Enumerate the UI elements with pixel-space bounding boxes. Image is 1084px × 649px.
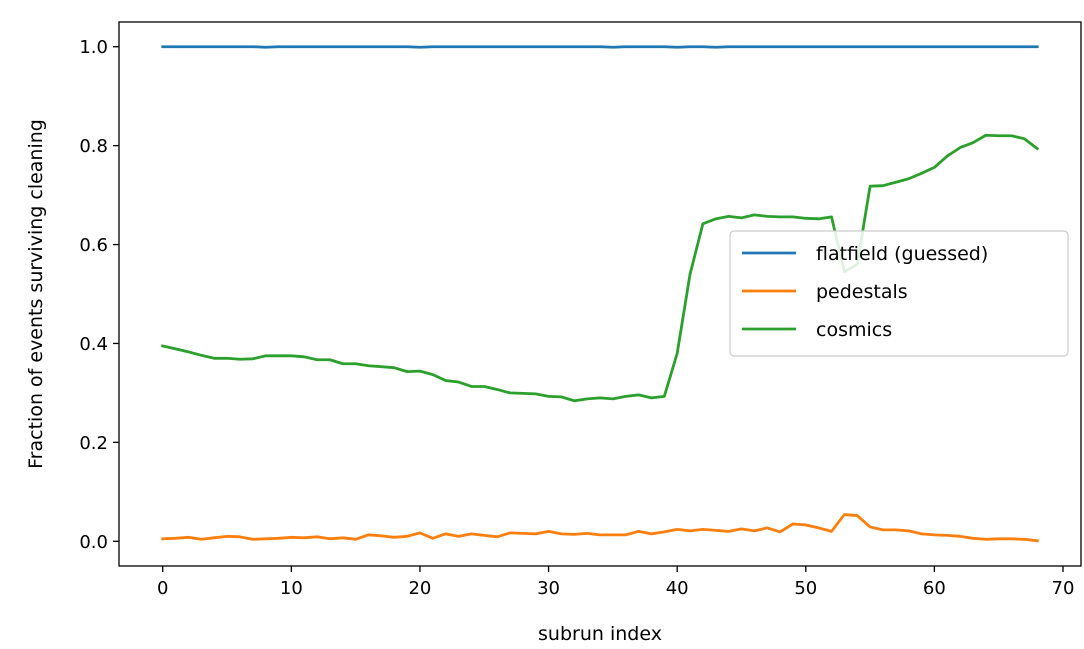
series-line-1 — [161, 513, 1039, 543]
x-tick-label: 0 — [157, 578, 168, 599]
y-tick-label: 0.8 — [79, 136, 108, 157]
x-tick-label: 30 — [537, 578, 560, 599]
y-tick-label: 0.0 — [79, 532, 108, 553]
x-tick-label: 20 — [408, 578, 431, 599]
x-tick-label: 60 — [923, 578, 946, 599]
x-axis-title: subrun index — [538, 623, 662, 645]
x-tick-label: 50 — [794, 578, 817, 599]
series-line-2 — [161, 133, 1040, 403]
y-tick-label: 1.0 — [79, 37, 108, 58]
legend-label: pedestals — [816, 281, 908, 303]
legend-label: cosmics — [816, 319, 892, 341]
x-tick-label: 70 — [1052, 578, 1075, 599]
legend-box — [729, 230, 1069, 357]
y-axis-title: Fraction of events surviving cleaning — [25, 119, 47, 469]
data-series-layer — [161, 45, 1040, 543]
axes-layer: 0 10 20 30 40 50 60 70 0.0 0.2 0.4 0.6 0.8 1.0 — [79, 21, 1082, 599]
y-tick-label: 0.2 — [79, 433, 108, 454]
legend: flatfield (guessed) pedestals cosmics — [729, 230, 1069, 357]
plot-frame — [118, 21, 1082, 567]
y-tick-label: 0.6 — [79, 235, 108, 256]
x-tick-label: 10 — [280, 578, 303, 599]
y-tick-label: 0.4 — [79, 334, 108, 355]
x-tick-label: 40 — [666, 578, 689, 599]
legend-label: flatfield (guessed) — [816, 243, 988, 265]
